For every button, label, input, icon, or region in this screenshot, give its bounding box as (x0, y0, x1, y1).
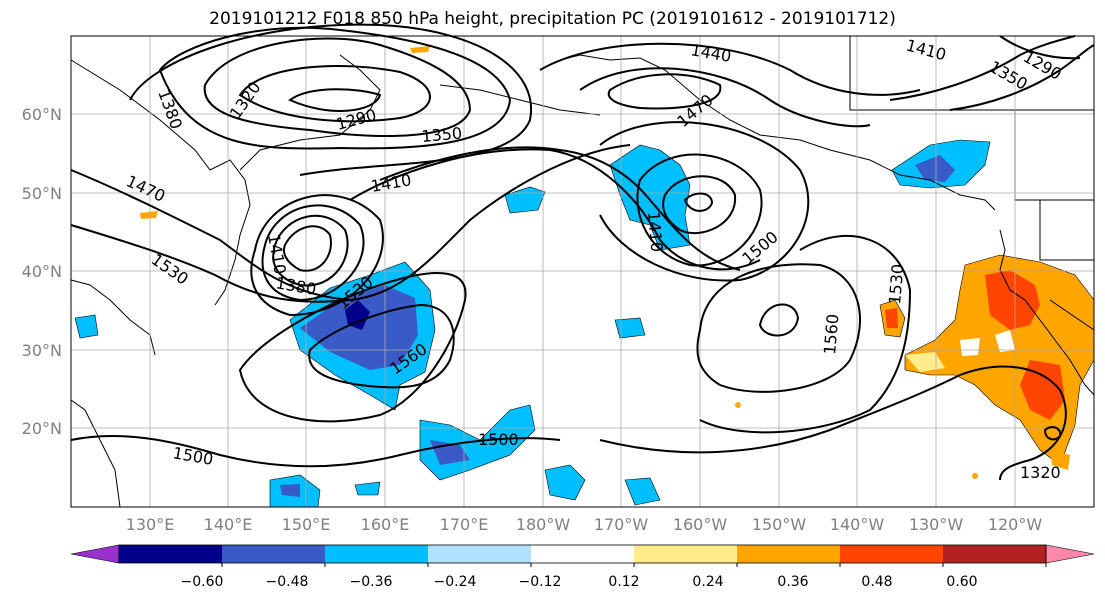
contour-label: 1410 (644, 211, 666, 253)
lat-label: 50°N (22, 184, 62, 203)
lon-label: 160°E (361, 515, 410, 534)
colorbar-segment (428, 545, 532, 563)
map-border (70, 35, 1095, 508)
lon-label: 170°W (594, 515, 649, 534)
colorbar-tick-label: 0.60 (946, 574, 977, 590)
colorbar-segment (840, 545, 944, 563)
longitude-labels: 130°E 140°E 150°E 160°E 170°E 180°W 170°… (126, 515, 1043, 534)
contour-label: 1560 (820, 313, 842, 355)
lon-label: 140°E (204, 515, 253, 534)
precip-positive-shading (140, 46, 1095, 479)
colorbar-segment (943, 545, 1047, 563)
lon-label: 150°W (752, 515, 807, 534)
contour-label: 1530 (885, 263, 907, 305)
colorbar-tick-label: −0.36 (350, 574, 393, 590)
contour-label: 1350 (421, 124, 463, 146)
lon-label: 160°W (673, 515, 728, 534)
colorbar-segment (222, 545, 326, 563)
colorbar-segment (119, 545, 223, 563)
colorbar-tick-label: −0.60 (181, 574, 224, 590)
contour-label: 1320 (1020, 463, 1061, 482)
colorbar-tick-label: −0.24 (434, 574, 477, 590)
colorbar-segment (634, 545, 738, 563)
colorbar-tick-label: 0.12 (608, 574, 639, 590)
lon-label: 170°E (440, 515, 489, 534)
colorbar-segment (737, 545, 841, 563)
map-background (71, 36, 1094, 507)
colorbar-segments (70, 544, 1095, 567)
colorbar-segment (325, 545, 429, 563)
precip-negative-shading (74, 139, 991, 508)
colorbar-tick-label: 0.24 (692, 574, 723, 590)
lon-label: 150°E (282, 515, 331, 534)
lat-label: 20°N (22, 419, 62, 438)
lat-label: 30°N (22, 341, 62, 360)
lon-label: 180°W (516, 515, 571, 534)
map-title: 2019101212 F018 850 hPa height, precipit… (209, 9, 896, 29)
contour-label: 1500 (478, 430, 519, 449)
latitude-labels: 60°N 50°N 40°N 30°N 20°N (22, 105, 62, 438)
lat-label: 40°N (22, 262, 62, 281)
colorbar-tick-label: 0.36 (777, 574, 808, 590)
lon-label: 140°W (830, 515, 885, 534)
colorbar-tick-label: −0.48 (266, 574, 309, 590)
colorbar: −0.60 −0.48 −0.36 −0.24 −0.12 0.12 0.24 … (70, 544, 1095, 590)
lat-label: 60°N (22, 105, 62, 124)
height-contours (70, 23, 1095, 481)
map-panel: 1440 1410 1320 1290 1350 1380 1470 1410 … (70, 23, 1095, 508)
lon-label: 120°W (988, 515, 1043, 534)
colorbar-extend-low (70, 544, 120, 564)
lon-label: 130°W (909, 515, 964, 534)
colorbar-segment (531, 545, 635, 563)
graticule (71, 36, 1094, 507)
colorbar-tick-label: −0.12 (519, 574, 562, 590)
colorbar-extend-high (1045, 544, 1095, 564)
colorbar-outline (118, 544, 1047, 564)
lon-label: 130°E (126, 515, 175, 534)
colorbar-ticks: −0.60 −0.48 −0.36 −0.24 −0.12 0.12 0.24 … (181, 574, 978, 590)
colorbar-tick-label: 0.48 (861, 574, 892, 590)
